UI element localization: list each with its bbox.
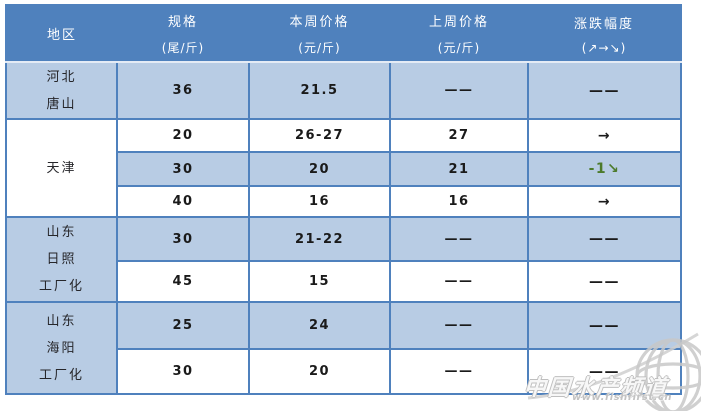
col-header-last-week-unit: (元/斤) (437, 41, 481, 55)
table-row: 山东 日照 工厂化 30 21-22 —— —— (5, 216, 682, 303)
region-line: 唐山 (46, 96, 77, 112)
region-line: 河北 (46, 69, 77, 85)
change-cell: —— (527, 61, 682, 120)
last-week-price-cell: —— (389, 61, 529, 120)
change-cell-steady-arrow: → (527, 118, 682, 153)
this-week-price-cell: 20 (248, 348, 391, 395)
col-header-change-arrows: (↗→↘) (581, 40, 627, 55)
region-line: 日照 (46, 252, 77, 267)
last-week-price-cell: —— (389, 260, 529, 303)
table-row: 河北 唐山 36 21.5 —— —— (5, 61, 682, 120)
change-cell: —— (527, 216, 682, 262)
col-header-change: 涨跌幅度 (↗→↘) (528, 5, 681, 63)
col-header-this-week: 本周价格 (元/斤) (249, 5, 390, 63)
this-week-price-cell: 20 (248, 151, 391, 187)
this-week-price-cell: 26-27 (248, 118, 391, 153)
region-line: 海阳 (46, 340, 77, 356)
price-table: 地区 规格 (尾/斤) 本周价格 (元/斤) (5, 4, 682, 395)
spec-cell: 20 (116, 118, 250, 153)
last-week-price-cell: —— (389, 216, 529, 262)
table-row: 30 20 21 -1↘ (6, 151, 682, 187)
spec-cell: 30 (116, 151, 250, 187)
this-week-price-cell: 16 (248, 185, 391, 218)
change-cell-steady-arrow: → (527, 185, 682, 218)
region-line: 天津 (46, 160, 77, 176)
change-cell-decrease: -1↘ (527, 151, 682, 187)
col-header-last-week-label: 上周价格 (428, 15, 489, 30)
region-line: 山东 (46, 225, 77, 240)
table-row: 40 16 16 → (6, 185, 682, 218)
change-cell: —— (527, 301, 682, 350)
region-line: 山东 (46, 313, 77, 329)
region-cell-shandong-haiyang: 山东 海阳 工厂化 (5, 301, 118, 395)
change-cell: —— (527, 260, 682, 303)
region-cell-tianjin: 天津 (5, 118, 118, 218)
region-line: 工厂化 (38, 279, 84, 294)
col-header-spec: 规格 (尾/斤) (117, 5, 249, 63)
last-week-price-cell: 21 (389, 151, 529, 187)
region-line: 工厂化 (38, 367, 84, 383)
col-header-spec-label: 规格 (167, 15, 198, 30)
region-cell-hebei-tangshan: 河北 唐山 (5, 61, 118, 120)
this-week-price-cell: 15 (248, 260, 391, 303)
spec-cell: 36 (116, 61, 250, 120)
table-header-row: 地区 规格 (尾/斤) 本周价格 (元/斤) (6, 5, 681, 63)
col-header-region-label: 地区 (46, 28, 77, 43)
col-header-this-week-label: 本周价格 (289, 15, 350, 30)
col-header-spec-unit: (尾/斤) (161, 41, 205, 55)
last-week-price-cell: —— (389, 348, 529, 395)
spec-cell: 40 (116, 185, 250, 218)
region-cell-shandong-rizhao: 山东 日照 工厂化 (5, 216, 118, 303)
spec-cell: 30 (116, 348, 250, 395)
table-row: 山东 海阳 工厂化 25 24 —— —— (5, 301, 682, 395)
col-header-this-week-unit: (元/斤) (298, 41, 341, 55)
this-week-price-cell: 24 (248, 301, 391, 350)
col-header-region: 地区 (6, 5, 117, 63)
this-week-price-cell: 21-22 (248, 216, 391, 262)
table-row: 45 15 —— —— (6, 260, 682, 303)
spec-cell: 25 (116, 301, 250, 350)
spec-cell: 45 (116, 260, 250, 303)
col-header-change-label: 涨跌幅度 (573, 16, 634, 32)
this-week-price-cell: 21.5 (248, 61, 391, 120)
table-row: 天津 20 26-27 27 → (5, 118, 682, 218)
col-header-last-week: 上周价格 (元/斤) (390, 5, 528, 63)
change-cell: —— (527, 348, 682, 395)
last-week-price-cell: —— (389, 301, 529, 350)
last-week-price-cell: 16 (389, 185, 529, 218)
spec-cell: 30 (116, 216, 250, 262)
last-week-price-cell: 27 (389, 118, 529, 153)
